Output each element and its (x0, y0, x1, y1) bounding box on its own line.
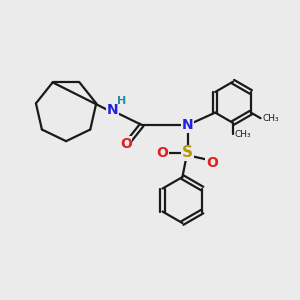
Text: N: N (106, 103, 118, 117)
Text: O: O (206, 156, 218, 170)
Text: CH₃: CH₃ (262, 114, 279, 123)
Text: O: O (120, 136, 132, 151)
Text: H: H (117, 96, 126, 106)
Text: S: S (182, 146, 193, 160)
Text: N: N (182, 118, 194, 132)
Text: O: O (156, 146, 168, 160)
Text: CH₃: CH₃ (235, 130, 251, 139)
